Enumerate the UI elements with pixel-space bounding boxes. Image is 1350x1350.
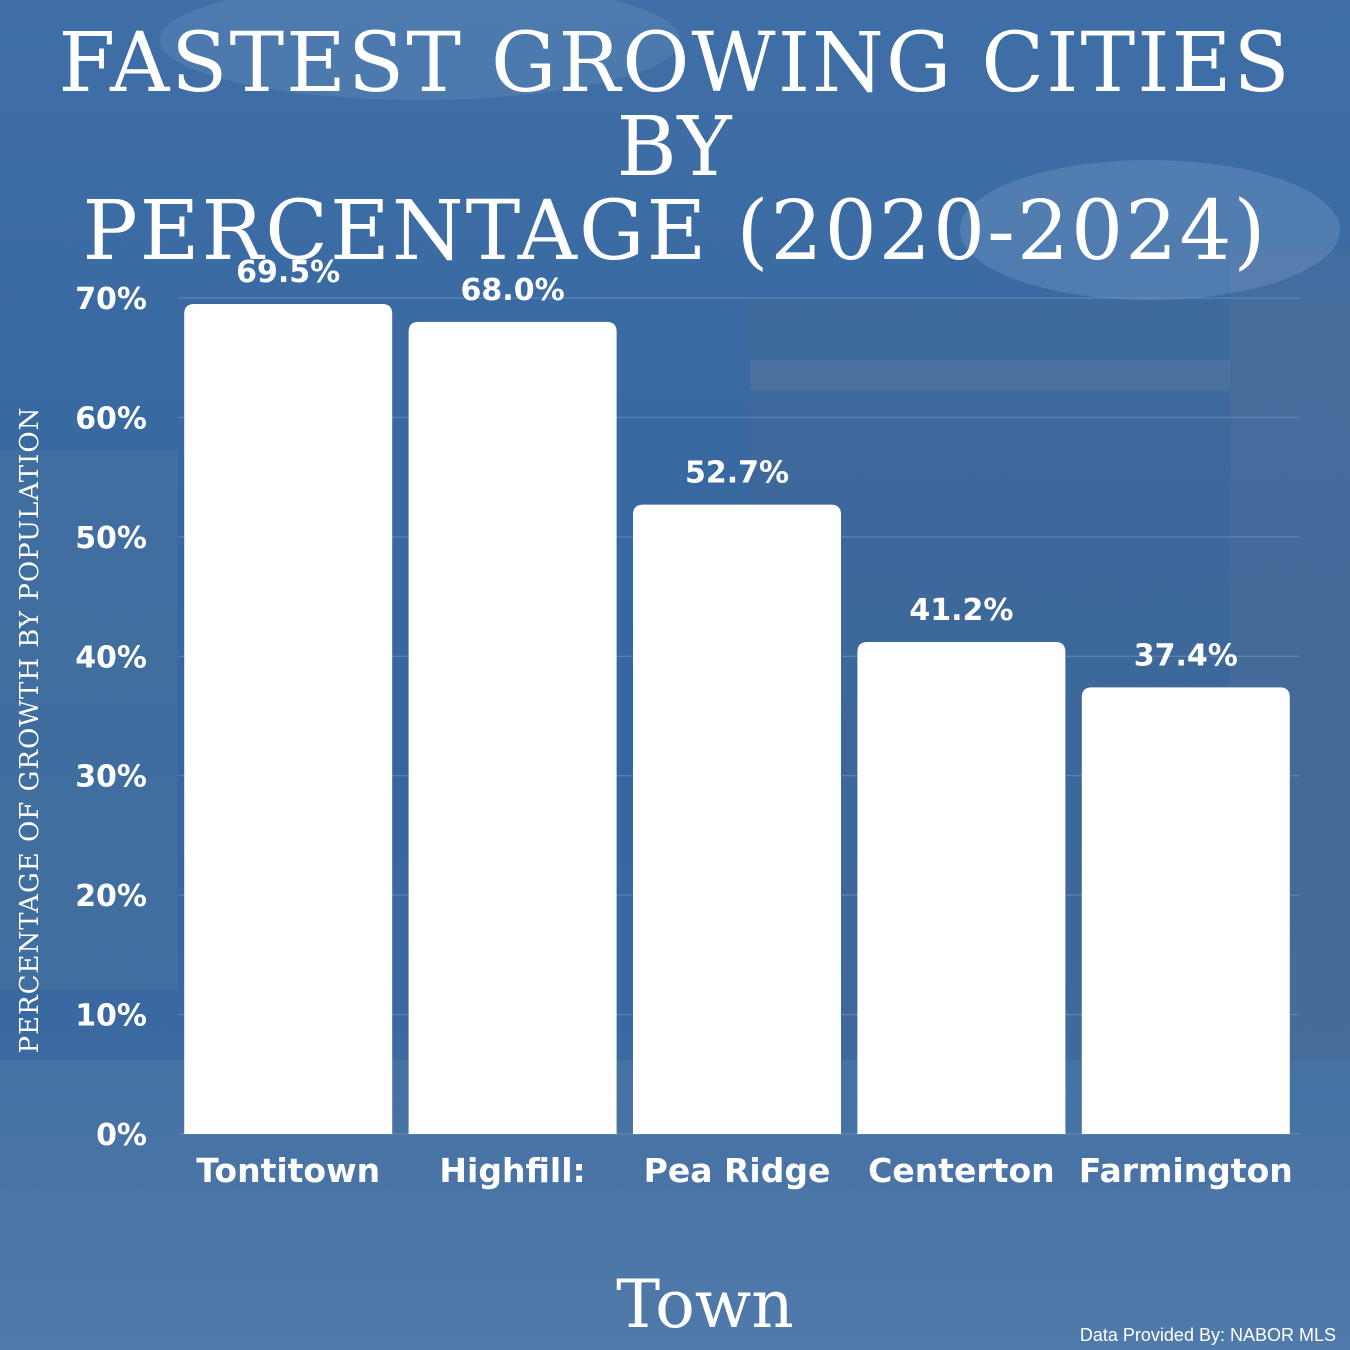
y-tick-label: 40% (75, 640, 147, 675)
bar (184, 303, 393, 1134)
x-tick-label: Pea Ridge (644, 1151, 831, 1190)
x-axis-label: Town (616, 1266, 794, 1343)
data-credit: Data Provided By: NABOR MLS (1079, 1325, 1336, 1345)
y-tick-label: 30% (75, 760, 147, 795)
title-line-1: FASTEST GROWING CITIES BY (58, 16, 1292, 195)
x-tick-label: Highfill: (439, 1151, 585, 1190)
bar (633, 504, 841, 1134)
bar (408, 321, 617, 1134)
title-line-2: PERCENTAGE (2020-2024) (82, 184, 1268, 279)
y-tick-label: 70% (75, 282, 147, 317)
y-axis-label: PERCENTAGE OF GROWTH BY POPULATION (15, 406, 45, 1054)
x-tick-label: Centerton (868, 1151, 1054, 1190)
data-label: 41.2% (909, 593, 1013, 628)
x-tick-label: Farmington (1079, 1151, 1293, 1190)
bar (1081, 687, 1290, 1134)
data-label: 37.4% (1134, 638, 1238, 673)
y-tick-label: 0% (96, 1118, 147, 1153)
y-tick-label: 10% (75, 999, 147, 1034)
bar (857, 641, 1066, 1134)
y-tick-label: 50% (75, 521, 147, 556)
y-tick-label: 60% (75, 401, 147, 436)
data-label: 68.0% (461, 273, 565, 308)
data-label: 69.5% (236, 255, 340, 290)
y-tick-label: 20% (75, 879, 147, 914)
chart-title: FASTEST GROWING CITIES BY PERCENTAGE (20… (0, 22, 1350, 274)
data-label: 52.7% (685, 456, 789, 491)
x-tick-label: Tontitown (196, 1151, 380, 1190)
